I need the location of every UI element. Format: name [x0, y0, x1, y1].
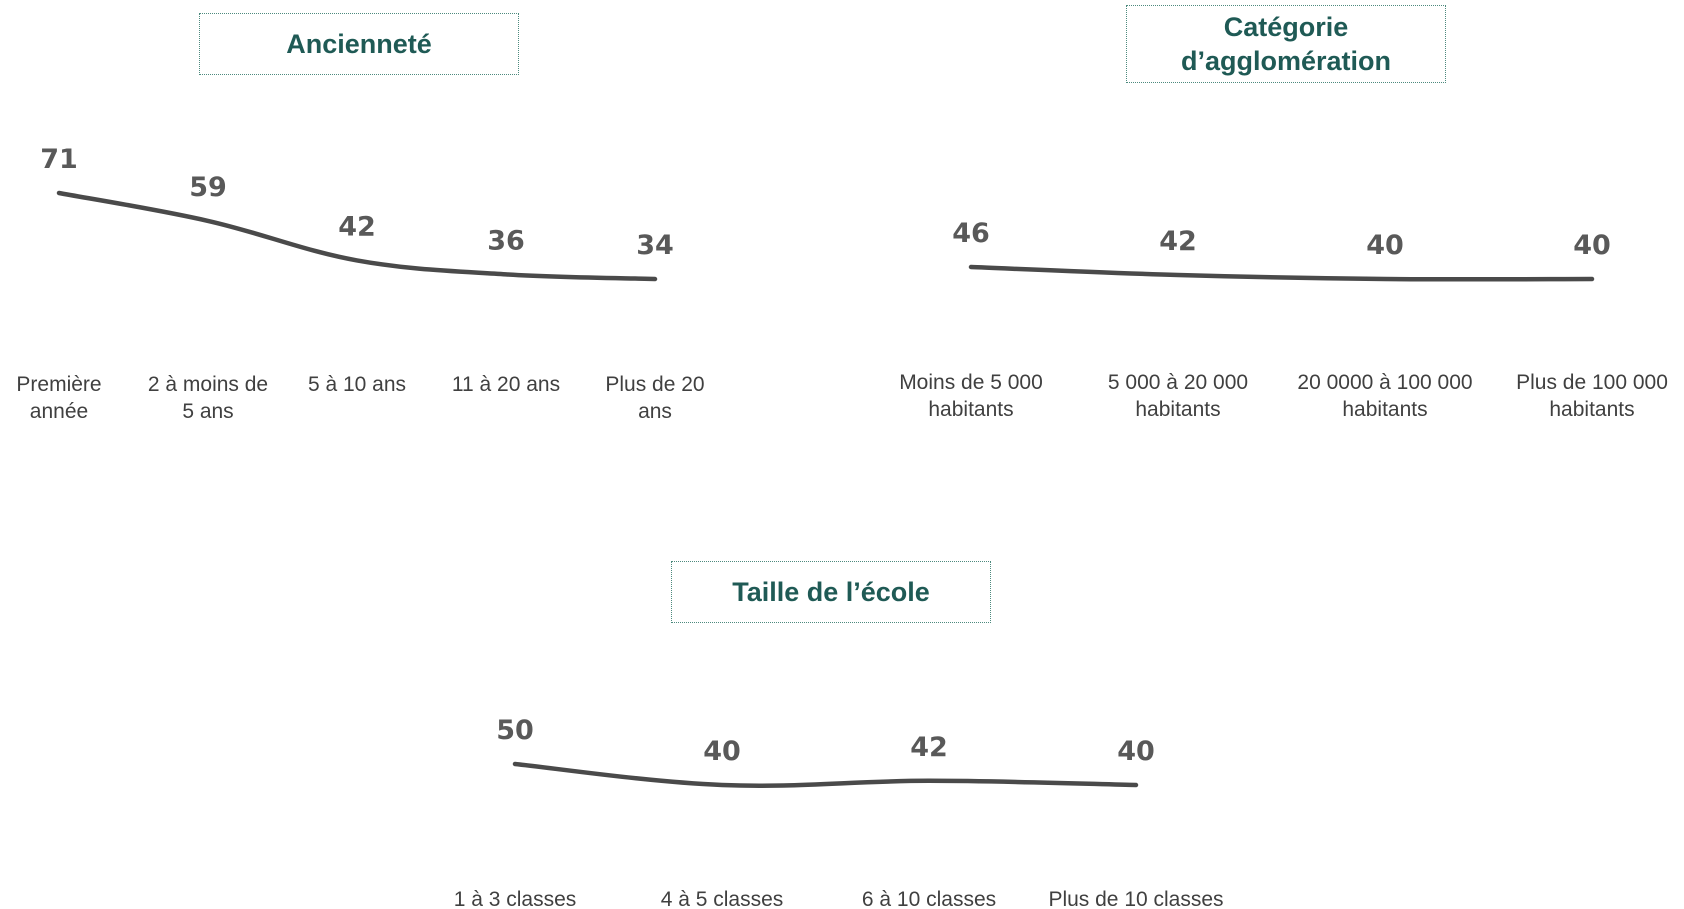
chart-1-tick-label-0: Moins de 5 000 habitants: [899, 371, 1043, 421]
chart-1-data-label-0: 46: [952, 218, 990, 249]
chart-0-data-label-4: 34: [636, 230, 674, 261]
chart-title-anciennete: Ancienneté: [199, 13, 519, 75]
chart-1-data-label-1: 42: [1159, 226, 1197, 257]
chart-0-tick-label-2: 5 à 10 ans: [308, 373, 406, 396]
chart-2-tick-label-3: Plus de 10 classes: [1048, 888, 1223, 909]
chart-1-data-label-2: 40: [1366, 230, 1404, 261]
chart-1-tick-label-3: Plus de 100 000 habitants: [1516, 371, 1668, 421]
chart-0-data-label-1: 59: [189, 172, 227, 203]
chart-2-series-line: [512, 761, 1139, 788]
chart-1-series-line: [968, 264, 1595, 282]
chart-title-anciennete-text: Ancienneté: [286, 29, 432, 59]
chart-1-tick-label-2: 20 0000 à 100 000 habitants: [1297, 371, 1472, 421]
chart-0-data-label-0: 71: [40, 144, 78, 175]
chart-0-data-label-2: 42: [338, 211, 376, 242]
chart-1-tick-label-1: 5 000 à 20 000 habitants: [1108, 371, 1248, 421]
chart-2-tick-label-2: 6 à 10 classes: [862, 888, 996, 909]
chart-2-tick-label-1: 4 à 5 classes: [661, 888, 784, 909]
chart-2-data-label-0: 50: [496, 715, 534, 746]
chart-title-taille-ecole-text: Taille de l’école: [732, 577, 930, 607]
chart-2-tick-label-0: 1 à 3 classes: [454, 888, 577, 909]
chart-title-taille-ecole: Taille de l’école: [671, 561, 991, 623]
chart-0-tick-label-4: Plus de 20 ans: [605, 373, 704, 423]
chart-0: 71 Première année 59 2 à moins de 5 ans 42 5 à …: [16, 144, 704, 423]
chart-2-data-label-2: 42: [910, 732, 948, 763]
chart-2: 50 1 à 3 classes 40 4 à 5 classes 42 6 à 10 c…: [454, 715, 1224, 909]
chart-title-agglomeration: Catégorie d’agglomération: [1126, 5, 1446, 83]
chart-1-data-label-3: 40: [1573, 230, 1611, 261]
chart-0-tick-label-1: 2 à moins de 5 ans: [148, 373, 268, 423]
chart-title-agglomeration-line1: Catégorie: [1223, 12, 1349, 42]
chart-0-tick-label-0: Première année: [16, 373, 101, 423]
chart-0-data-label-3: 36: [487, 225, 525, 256]
chart-title-agglomeration-line2: d’agglomération: [1180, 46, 1391, 76]
chart-0-tick-label-3: 11 à 20 ans: [452, 373, 560, 396]
chart-2-data-label-1: 40: [703, 736, 741, 767]
chart-2-data-label-3: 40: [1117, 736, 1155, 767]
chart-1: 46 Moins de 5 000 habitants 42 5 000 à 20 00…: [899, 218, 1668, 421]
